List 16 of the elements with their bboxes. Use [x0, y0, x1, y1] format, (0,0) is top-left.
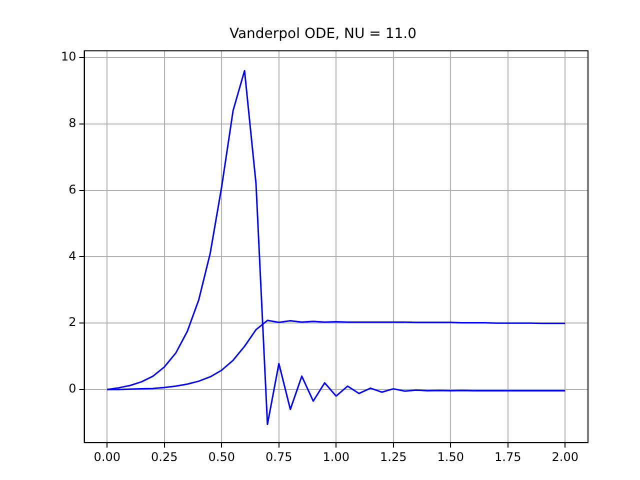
x-tick-label: 1.00: [322, 450, 350, 464]
x-tick-label: 0.00: [94, 450, 121, 464]
y-tick-label: 4: [68, 248, 76, 263]
x-tick-label: 1.25: [380, 450, 407, 464]
y-tick-label: 8: [68, 116, 76, 130]
x-tick-label: 2.00: [552, 450, 578, 464]
x-tick-label: 0.75: [266, 450, 292, 464]
y-tick-label: 10: [60, 50, 76, 64]
y-tick-label: 6: [68, 182, 76, 196]
x-tick-label: 0.50: [208, 450, 236, 464]
y-tick-label: 2: [68, 315, 76, 330]
chart-title: Vanderpol ODE, NU = 11.0: [229, 26, 417, 42]
x-tick-label: 1.75: [494, 450, 522, 464]
y-tick-label: 0: [68, 382, 76, 396]
x-tick-label: 0.25: [151, 450, 178, 464]
x-tick-label: 1.50: [437, 450, 464, 464]
